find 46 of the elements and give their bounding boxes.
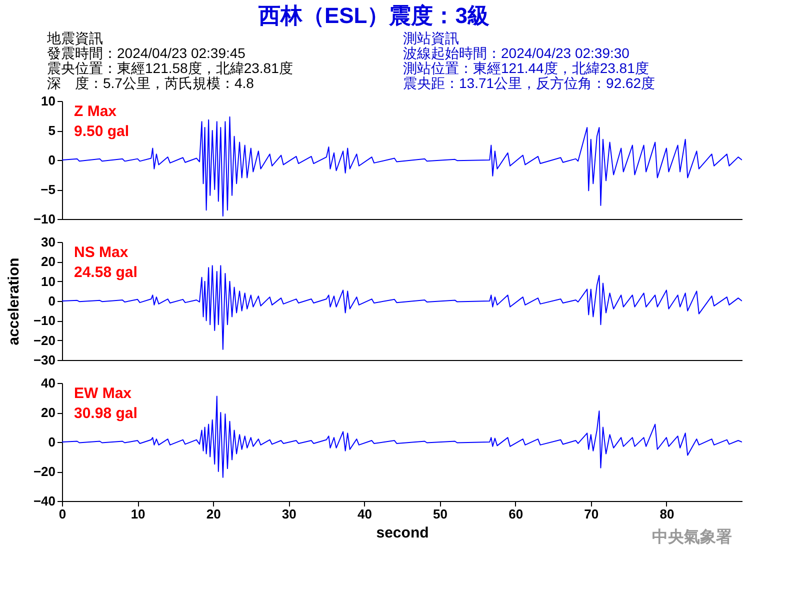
y-tick-label: −10: [33, 212, 56, 226]
y-tick-label: 20: [41, 405, 56, 420]
y-tick-label: −30: [33, 352, 56, 368]
text: 震央位置：東經121.58度，北緯23.81度: [47, 60, 293, 76]
x-tick-label: 30: [282, 506, 296, 522]
annotation: EW Max: [74, 385, 132, 402]
y-tick-label: 20: [41, 254, 56, 270]
chart-title: 西林（ESL）震度：3級: [257, 3, 490, 28]
y-tick-label: 5: [48, 123, 56, 138]
y-tick-label: 30: [41, 234, 56, 250]
x-tick-label: 80: [660, 506, 674, 522]
y-tick-label: −5: [40, 182, 56, 197]
annotation: Z Max: [74, 103, 118, 120]
text: 發震時間：2024/04/23 02:39:45: [47, 45, 246, 61]
text: 中央氣象署: [652, 527, 732, 546]
x-tick-label: 70: [584, 506, 599, 522]
text: 測站資訊: [403, 30, 459, 46]
x-axis-title: second: [376, 524, 429, 542]
y-axis-title: acceleration: [5, 258, 22, 346]
annotation: 24.58 gal: [74, 264, 138, 281]
y-tick-label: −10: [33, 313, 56, 328]
y-tick-label: −20: [33, 332, 56, 348]
x-tick-label: 20: [206, 506, 221, 522]
annotation: 9.50 gal: [74, 123, 130, 140]
y-tick-label: 0: [48, 152, 56, 168]
line-series: [62, 116, 742, 217]
y-tick-label: 0: [48, 434, 56, 450]
y-tick-label: 10: [41, 94, 56, 108]
x-tick-label: 60: [508, 506, 524, 522]
text: 測站位置：東經121.44度，北緯23.81度: [403, 60, 649, 76]
y-tick-label: −20: [33, 464, 56, 479]
text: 地震資訊: [46, 30, 103, 46]
x-tick-label: 50: [433, 506, 448, 522]
text: 深 度：5.7公里，芮氏規模：4.8: [47, 75, 254, 91]
x-tick-label: 0: [58, 506, 66, 522]
text: 震央距：13.71公里，反方位角：92.62度: [403, 75, 656, 91]
annotation: NS Max: [74, 244, 129, 261]
y-tick-label: −40: [33, 494, 56, 508]
y-tick-label: 40: [41, 376, 56, 390]
line-series: [62, 265, 742, 350]
text: 波線起始時間：2024/04/23 02:39:30: [403, 45, 630, 61]
x-tick-label: 10: [130, 506, 146, 522]
y-tick-label: 10: [41, 274, 56, 289]
y-tick-label: 0: [48, 294, 56, 308]
annotation: 30.98 gal: [74, 405, 138, 422]
x-tick-label: 40: [357, 506, 372, 522]
